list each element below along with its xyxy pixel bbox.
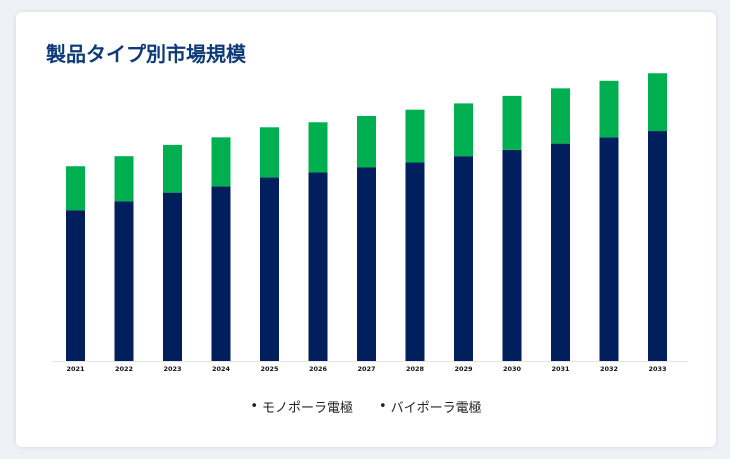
- x-tick-label: 2026: [309, 365, 328, 373]
- bar-2024-series-1: [211, 186, 231, 361]
- bar-2023-series-2: [163, 144, 182, 193]
- x-tick-label: 2024: [212, 365, 231, 373]
- bar-2030-series-2: [502, 95, 522, 150]
- x-tick-label: 2028: [406, 365, 425, 373]
- bar-chart: 2021 2022 2023 2024 2025 2026 2027 2028 2029 2030…: [52, 73, 688, 373]
- legend-label: バイポーラ電極: [390, 401, 482, 416]
- x-tick-label: 2023: [163, 365, 181, 373]
- legend-bullet-icon: •: [379, 399, 387, 414]
- x-tick-label: 2033: [648, 365, 666, 373]
- x-tick-label: 2022: [115, 365, 133, 373]
- x-tick-label: 2030: [503, 365, 522, 373]
- bar-2021-series-2: [66, 166, 85, 211]
- bar-2026-series-2: [308, 122, 328, 173]
- x-tick-label: 2032: [600, 365, 618, 373]
- bar-2032-series-1: [599, 137, 619, 361]
- bar-2031-series-2: [551, 88, 570, 144]
- legend-bullet-icon: •: [250, 399, 258, 414]
- bar-2021-series-1: [66, 210, 85, 361]
- x-tick-label: 2027: [357, 365, 375, 373]
- bar-2024-series-2: [211, 137, 231, 187]
- legend-item-2: • バイポーラ電極: [379, 397, 482, 416]
- bar-2022-series-1: [114, 201, 134, 361]
- legend-label: モノポーラ電極: [261, 401, 353, 416]
- chart-title: 製品タイプ別市場規模: [46, 42, 246, 66]
- bar-2026-series-1: [308, 172, 328, 361]
- bar-2029-series-2: [454, 103, 473, 157]
- bar-2028-series-2: [405, 109, 425, 163]
- x-tick-label: 2031: [551, 365, 570, 373]
- x-tick-label: 2025: [260, 365, 279, 373]
- bar-2027-series-1: [357, 167, 376, 361]
- legend: • モノポーラ電極 • バイポーラ電極: [16, 397, 716, 416]
- chart-card: 製品タイプ別市場規模 2021 2022 2023 2024 2025 2026 2027 2…: [16, 12, 716, 447]
- bar-2032-series-2: [599, 80, 619, 138]
- bar-2023-series-1: [163, 192, 182, 361]
- bar-2033-series-2: [648, 73, 667, 132]
- bar-2025-series-1: [260, 177, 279, 361]
- bar-2025-series-2: [260, 127, 279, 178]
- bar-2030-series-1: [502, 149, 522, 361]
- bar-2022-series-2: [114, 156, 134, 202]
- bar-2031-series-1: [551, 143, 570, 361]
- bar-2028-series-1: [405, 162, 425, 361]
- x-tick-label: 2021: [66, 365, 85, 373]
- x-tick-label: 2029: [454, 365, 473, 373]
- legend-item-1: • モノポーラ電極: [250, 397, 353, 416]
- bar-2027-series-2: [357, 115, 376, 168]
- bar-2033-series-1: [648, 131, 667, 361]
- bar-2029-series-1: [454, 156, 473, 361]
